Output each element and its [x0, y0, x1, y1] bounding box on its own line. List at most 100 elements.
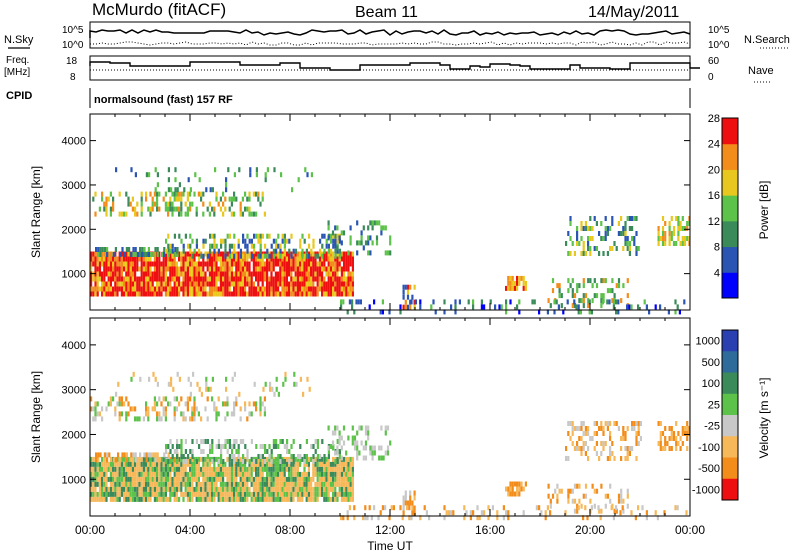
- velocity-echo-cell: [129, 406, 132, 412]
- velocity-echo-cell: [173, 491, 176, 497]
- velocity-echo-cell: [626, 503, 629, 509]
- velocity-echo-cell: [600, 483, 603, 489]
- velocity-echo-cell: [281, 481, 284, 487]
- velocity-echo-cell: [211, 439, 214, 444]
- power-echo-cell: [244, 243, 247, 249]
- velocity-echo-cell: [340, 476, 343, 482]
- power-echo-cell: [325, 251, 328, 257]
- power-echo-cell: [169, 261, 172, 267]
- velocity-echo-cell: [120, 461, 123, 467]
- power-echo-cell: [292, 281, 295, 287]
- velocity-echo-cell: [246, 476, 249, 482]
- velocity-echo-cell: [312, 486, 315, 492]
- velocity-echo-cell: [160, 486, 163, 492]
- velocity-echo-cell: [98, 481, 101, 487]
- power-echo-cell: [211, 261, 214, 267]
- power-echo-cell: [279, 261, 282, 267]
- power-echo-cell: [582, 241, 585, 246]
- velocity-echo-cell: [118, 461, 121, 467]
- power-echo-cell: [228, 286, 231, 292]
- power-echo-cell: [202, 211, 205, 217]
- power-echo-cell: [178, 191, 181, 197]
- velocity-echo-cell: [681, 426, 684, 431]
- power-echo-cell: [334, 281, 337, 287]
- power-echo-cell: [130, 167, 133, 173]
- power-echo-cell: [314, 286, 317, 292]
- velocity-echo-cell: [204, 486, 207, 492]
- power-echo-cell: [272, 253, 275, 259]
- velocity-echo-cell: [259, 396, 262, 402]
- velocity-echo-cell: [213, 466, 216, 472]
- power-echo-cell: [294, 286, 297, 292]
- velocity-echo-cell: [285, 466, 288, 472]
- velocity-echo-cell: [321, 461, 324, 467]
- power-echo-cell: [215, 196, 218, 202]
- velocity-echo-cell: [125, 461, 128, 467]
- power-echo-cell: [92, 196, 95, 202]
- power-echo-cell: [325, 256, 328, 262]
- velocity-echo-cell: [635, 436, 638, 441]
- power-echo-cell: [233, 233, 236, 239]
- velocity-echo-cell: [373, 505, 376, 511]
- velocity-echo-cell: [169, 459, 172, 464]
- velocity-echo-cell: [151, 461, 154, 467]
- velocity-echo-cell: [593, 488, 596, 494]
- velocity-echo-cell: [340, 471, 343, 477]
- power-echo-cell: [664, 221, 667, 226]
- velocity-echo-cell: [94, 461, 97, 467]
- velocity-echo-cell: [145, 461, 148, 467]
- velocity-echo-cell: [205, 376, 208, 382]
- power-echo-cell: [494, 304, 497, 310]
- velocity-echo-cell: [666, 441, 669, 446]
- power-echo-cell: [513, 280, 516, 286]
- velocity-echo-cell: [206, 491, 209, 497]
- velocity-echo-cell: [244, 486, 247, 492]
- power-echo-cell: [244, 286, 247, 292]
- velocity-echo-cell: [301, 496, 304, 502]
- power-echo-cell: [228, 291, 231, 297]
- power-echo-cell: [191, 286, 194, 292]
- velocity-echo-cell: [316, 444, 319, 449]
- velocity-echo-cell: [153, 466, 156, 472]
- power-echo-cell: [290, 286, 293, 292]
- power-echo-cell: [305, 256, 308, 262]
- power-echo-cell: [101, 261, 104, 267]
- velocity-echo-cell: [409, 495, 412, 501]
- power-echo-cell: [145, 196, 148, 202]
- power-echo-cell: [312, 251, 315, 257]
- velocity-echo-cell: [679, 446, 682, 451]
- velocity-echo-cell: [564, 510, 567, 516]
- velocity-echo-cell: [283, 476, 286, 482]
- power-echo-cell: [255, 276, 258, 282]
- power-echo-cell: [283, 251, 286, 257]
- power-echo-cell: [106, 252, 109, 257]
- velocity-echo-cell: [386, 425, 390, 431]
- velocity-echo-cell: [600, 426, 603, 431]
- power-echo-cell: [595, 283, 599, 289]
- velocity-echo-cell: [639, 436, 642, 441]
- velocity-echo-cell: [303, 471, 306, 477]
- power-echo-cell: [127, 271, 130, 277]
- velocity-echo-cell: [239, 496, 242, 502]
- power-echo-cell: [112, 286, 115, 292]
- velocity-echo-cell: [584, 493, 588, 499]
- velocity-echo-cell: [263, 491, 266, 497]
- power-echo-cell: [336, 245, 339, 251]
- velocity-echo-cell: [117, 452, 120, 458]
- velocity-echo-cell: [259, 486, 262, 492]
- power-echo-cell: [248, 238, 251, 244]
- velocity-echo-cell: [281, 461, 284, 467]
- power-echo-cell: [359, 299, 362, 305]
- power-echo-cell: [292, 291, 295, 297]
- velocity-echo-cell: [112, 396, 115, 402]
- power-echo-cell: [279, 256, 282, 262]
- power-echo-cell: [343, 261, 346, 267]
- velocity-echo-cell: [413, 495, 416, 501]
- power-echo-cell: [270, 266, 273, 272]
- velocity-echo-cell: [136, 476, 139, 482]
- velocity-echo-cell: [180, 456, 183, 462]
- power-echo-cell: [103, 256, 106, 262]
- power-echo-cell: [163, 247, 166, 252]
- velocity-echo-cell: [463, 515, 466, 521]
- power-echo-cell: [261, 196, 264, 202]
